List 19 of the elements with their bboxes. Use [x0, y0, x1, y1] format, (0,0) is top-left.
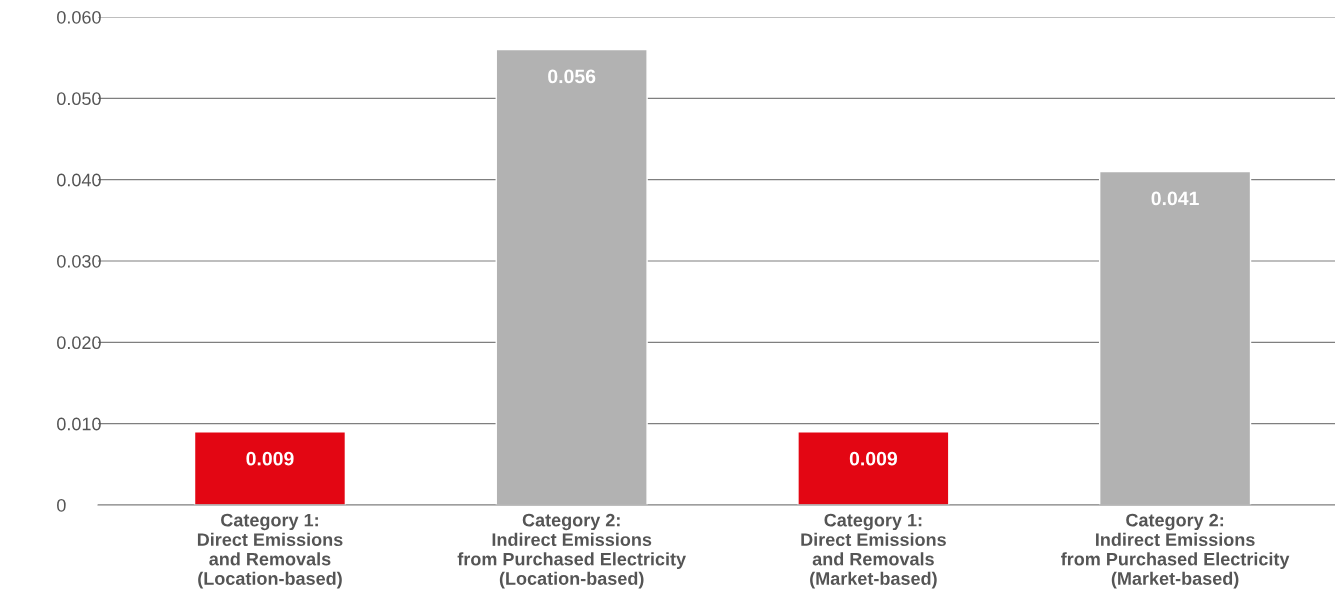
data-label: 0.009 [246, 451, 294, 466]
x-tick-label: Category 1: Direct Emissions and Removals (Market-based) [801, 513, 946, 589]
bar [193, 431, 347, 505]
y-tick-label: 0.060 [57, 10, 101, 24]
x-tick-label: Category 2: Indirect Emissions from Purchased Electricity (Location-based) [457, 513, 686, 589]
y-tick-label: 0.050 [57, 92, 101, 106]
y-tick-label: 0 [57, 498, 66, 512]
y-tick-label: 0.030 [57, 254, 101, 268]
x-tick-label: Category 2: Indirect Emissions from Purchased Electricity (Market-based) [1061, 513, 1290, 589]
bar [797, 431, 950, 505]
y-tick-label: 0.010 [57, 417, 101, 431]
y-tick-label: 0.020 [57, 336, 101, 350]
data-label: 0.041 [1151, 191, 1199, 206]
x-tick-label: Category 1: Direct Emissions and Removals (Location-based) [197, 513, 343, 589]
data-label: 0.056 [548, 69, 596, 84]
bar [495, 48, 648, 505]
y-tick-label: 0.040 [57, 173, 101, 187]
data-label: 0.009 [849, 451, 897, 466]
bar [1098, 170, 1252, 505]
